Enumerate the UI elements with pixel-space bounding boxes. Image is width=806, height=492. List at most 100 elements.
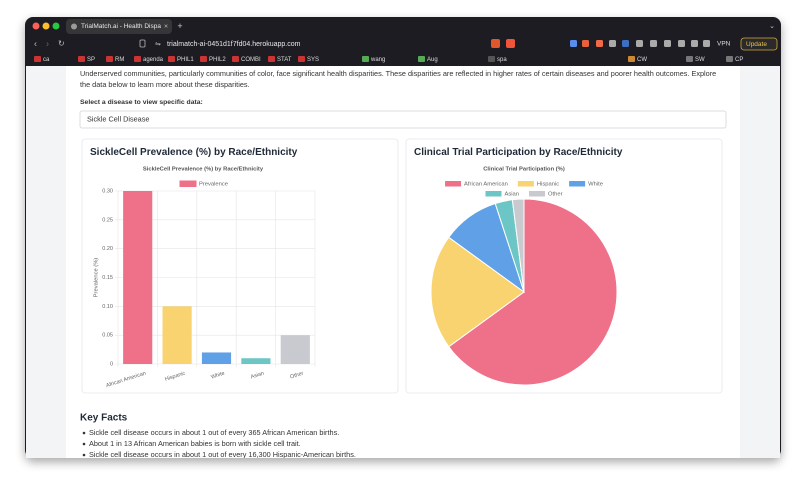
- legend-label: African American: [464, 182, 508, 188]
- intro-text: Underserved communities, particularly co…: [80, 69, 716, 78]
- bookmark[interactable]: CW: [637, 57, 647, 63]
- extension-icon[interactable]: [650, 40, 657, 47]
- back-button[interactable]: ‹: [34, 38, 37, 48]
- legend-swatch: [445, 181, 462, 187]
- tab-menu[interactable]: ⌄: [769, 23, 775, 30]
- chart-card: [81, 138, 399, 394]
- bookmark-icon: [686, 56, 693, 62]
- extension-icon[interactable]: [678, 40, 685, 47]
- bookmark[interactable]: agenda: [143, 57, 164, 63]
- bookmark-icon: [488, 56, 495, 62]
- extension-icon[interactable]: [636, 40, 643, 47]
- extension-icon[interactable]: [582, 40, 589, 47]
- bookmark[interactable]: SW: [695, 57, 705, 63]
- bar: [280, 335, 310, 364]
- rewards-icon[interactable]: [506, 39, 515, 48]
- bookmark-icon: [106, 56, 113, 62]
- update-label: Update: [746, 41, 767, 48]
- bookmark-icon: [78, 56, 85, 62]
- active-tab[interactable]: [66, 19, 172, 34]
- bookmark[interactable]: CP: [735, 57, 743, 63]
- chart-title: Clinical Trial Participation (%): [483, 167, 565, 173]
- close-button[interactable]: [32, 22, 40, 30]
- extensions: [570, 40, 710, 47]
- bookmark-icon[interactable]: [139, 39, 146, 48]
- bookmark-icon: [134, 56, 141, 62]
- url[interactable]: trialmatch-ai-0451d1f7fd04.herokuapp.com: [167, 41, 301, 48]
- bookmark[interactable]: spa: [497, 57, 507, 63]
- bullet: [82, 431, 86, 435]
- chart-title: SickleCell Prevalence (%) by Race/Ethnic…: [143, 167, 264, 173]
- y-tick-label: 0.05: [102, 333, 113, 339]
- bookmark[interactable]: SP: [87, 57, 95, 63]
- extension-icon[interactable]: [609, 40, 616, 47]
- bookmark-icon: [298, 56, 305, 62]
- y-tick-label: 0.20: [102, 246, 113, 252]
- bullet: [82, 453, 86, 457]
- vpn-button[interactable]: VPN: [717, 41, 731, 48]
- bookmark[interactable]: RM: [115, 57, 124, 63]
- card-title: SickleCell Prevalence (%) by Race/Ethnic…: [90, 147, 298, 158]
- extension-icon[interactable]: [570, 40, 577, 47]
- extension-icon[interactable]: [691, 40, 698, 47]
- y-axis-label: Prevalence (%): [94, 258, 100, 298]
- content: Underserved communities, particularly co…: [26, 66, 780, 459]
- bookmark-icon: [628, 56, 635, 62]
- x-tick-label: White: [210, 371, 225, 381]
- pie-slice: [511, 198, 525, 293]
- extension-icon[interactable]: [622, 40, 629, 47]
- legend-label: Prevalence: [199, 182, 228, 188]
- legend-label: Hispanic: [537, 182, 559, 188]
- card-title: Clinical Trial Participation by Race/Eth…: [414, 147, 623, 158]
- tab-close[interactable]: ×: [164, 23, 168, 30]
- extension-icon[interactable]: [596, 40, 603, 47]
- key-fact: About 1 in 13 African American babies is…: [89, 439, 301, 448]
- bookmark-icon: [268, 56, 275, 62]
- bookmark[interactable]: SYS: [307, 57, 319, 63]
- legend-swatch: [517, 181, 534, 187]
- key-facts-list: Sickle cell disease occurs in about 1 ou…: [82, 428, 356, 459]
- y-tick-label: 0.25: [102, 217, 113, 223]
- bookmark[interactable]: wang: [370, 57, 385, 63]
- key-fact: Sickle cell disease occurs in about 1 ou…: [89, 428, 339, 437]
- bullet: [82, 442, 86, 446]
- tab-favicon: [71, 23, 77, 30]
- y-tick-label: 0: [110, 361, 113, 367]
- extension-icon[interactable]: [703, 40, 710, 47]
- bookmark-icon: [232, 56, 239, 62]
- extension-icon[interactable]: [664, 40, 671, 47]
- bookmark-icon: [168, 56, 175, 62]
- bookmarks-bar: ca SP RM agenda PHIL1 PHIL2 COMBI STAT SYS wang Au…: [34, 56, 743, 63]
- bar: [241, 358, 271, 364]
- x-tick-label: Asian: [250, 371, 265, 381]
- y-tick-label: 0.10: [102, 304, 113, 310]
- bookmark-icon: [418, 56, 425, 62]
- site-info[interactable]: ⇋: [155, 41, 161, 48]
- legend-label: White: [588, 182, 603, 188]
- disease-select[interactable]: [79, 110, 727, 129]
- key-fact: Sickle cell disease occurs in about 1 ou…: [89, 450, 356, 459]
- reload-button[interactable]: ↻: [58, 39, 65, 48]
- x-tick-label: Other: [289, 371, 304, 381]
- bookmark[interactable]: COMBI: [241, 57, 261, 63]
- new-tab[interactable]: +: [177, 21, 182, 31]
- bookmark[interactable]: ca: [43, 57, 50, 63]
- forward-button[interactable]: ›: [46, 38, 49, 48]
- bookmark-icon: [362, 56, 369, 62]
- zoom-button[interactable]: [52, 22, 60, 30]
- bookmark[interactable]: PHIL1: [177, 57, 194, 63]
- legend-label: Other: [548, 192, 563, 198]
- bookmark[interactable]: PHIL2: [209, 57, 226, 63]
- legend-label: Asian: [504, 192, 519, 198]
- bookmark-icon: [200, 56, 207, 62]
- legend-swatch: [179, 180, 197, 187]
- update-button[interactable]: [740, 37, 778, 51]
- bookmark[interactable]: STAT: [277, 57, 292, 63]
- key-facts-title: Key Facts: [80, 413, 128, 424]
- brave-shield[interactable]: [491, 39, 500, 48]
- y-tick-label: 0.15: [102, 275, 113, 281]
- legend-swatch: [485, 191, 502, 197]
- bar: [201, 352, 232, 364]
- bookmark[interactable]: Aug: [427, 57, 438, 63]
- minimize-button[interactable]: [42, 22, 50, 30]
